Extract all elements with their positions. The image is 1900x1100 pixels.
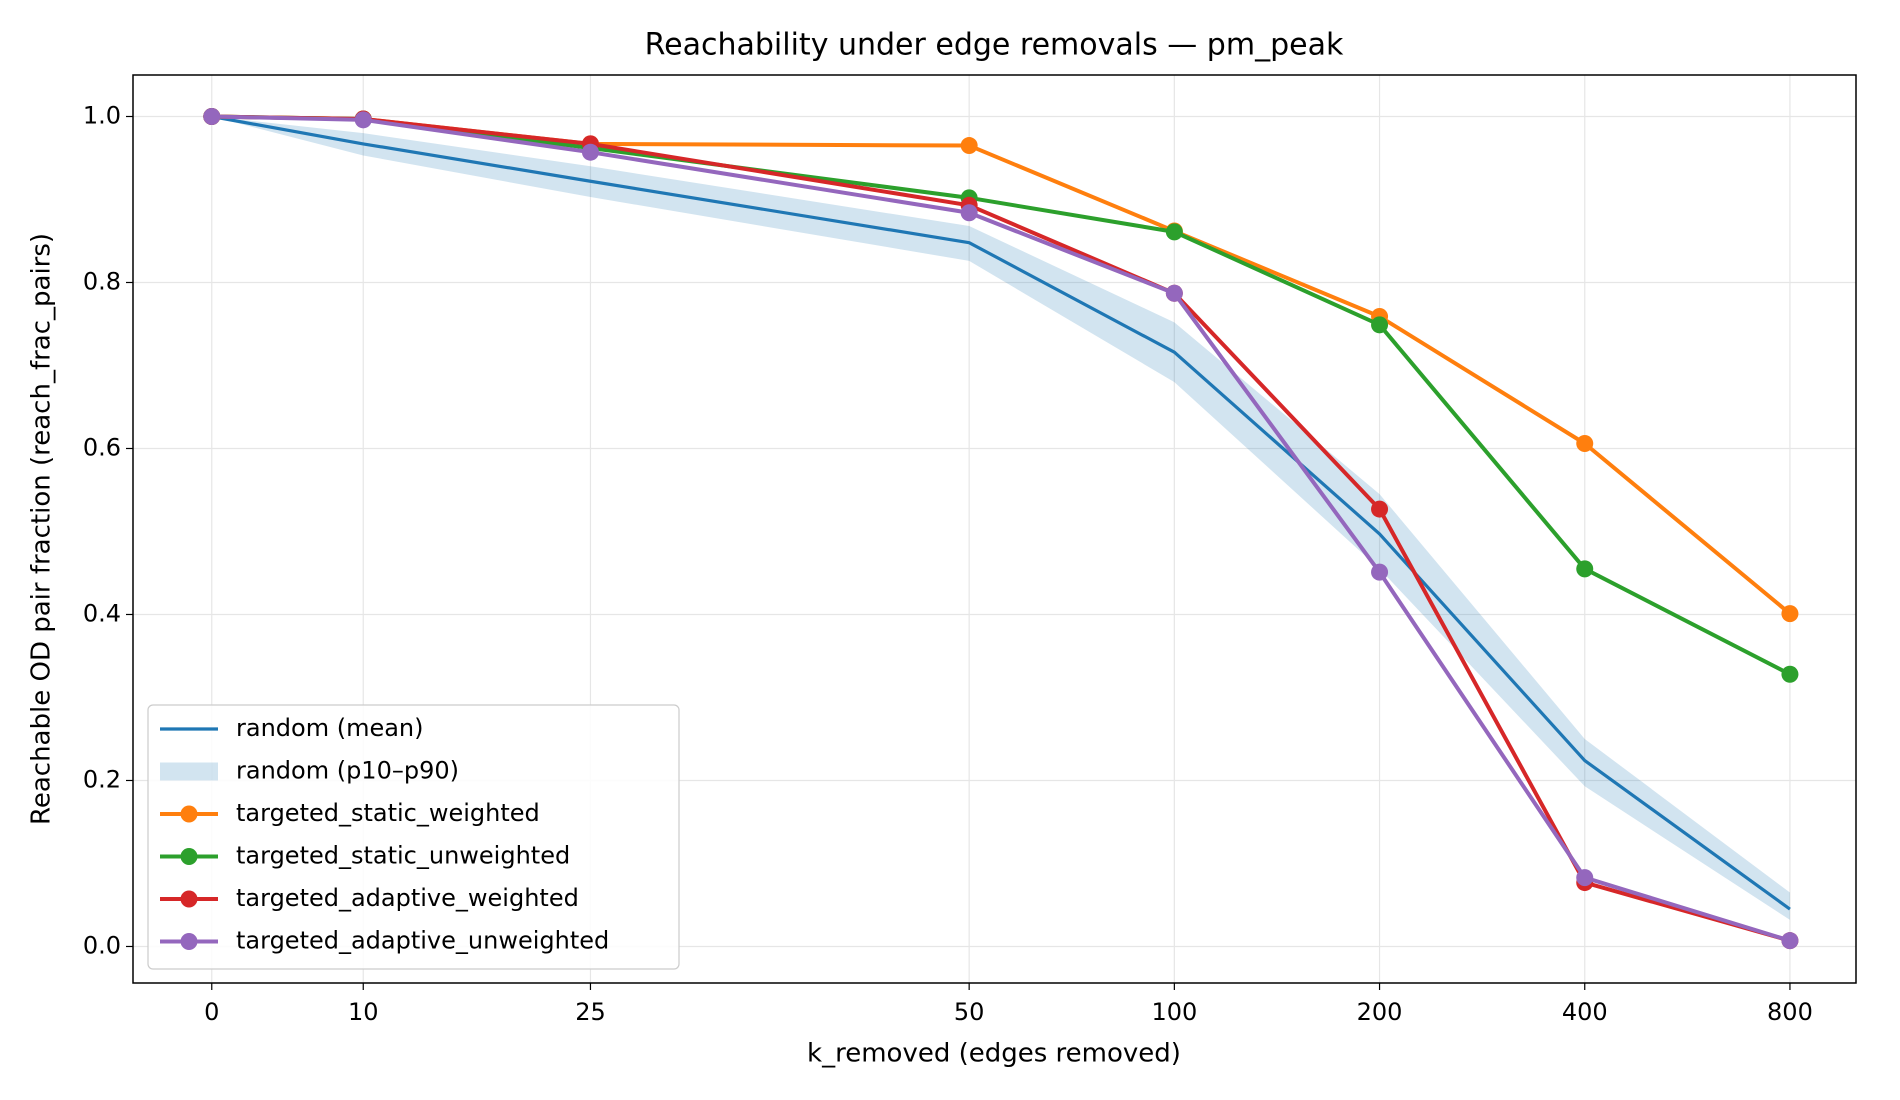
- x-tick-label: 800: [1767, 998, 1813, 1026]
- series-line: [211, 114, 1791, 943]
- y-tick-label: 1.0: [83, 101, 121, 129]
- point: [960, 204, 978, 222]
- legend-marker: [180, 848, 198, 865]
- x-tick-label: 400: [1562, 998, 1608, 1026]
- legend-marker: [180, 933, 198, 950]
- legend-label: targeted_adaptive_weighted: [236, 884, 579, 912]
- plot-frame: [132, 74, 1857, 984]
- legend-label: random (p10–p90): [236, 757, 459, 785]
- point: [1576, 560, 1594, 578]
- y-axis-label: Reachable OD pair fraction (reach_frac_p…: [27, 233, 57, 825]
- x-tick-label: 100: [1151, 998, 1197, 1026]
- point: [1371, 500, 1389, 518]
- legend-marker: [180, 890, 198, 908]
- x-tick-label: 50: [954, 998, 985, 1026]
- point: [1781, 665, 1799, 683]
- band-area: [211, 116, 1790, 920]
- point: [203, 107, 221, 125]
- point: [581, 143, 599, 161]
- point: [1576, 869, 1594, 887]
- legend-label: targeted_static_unweighted: [236, 842, 570, 870]
- y-tick-label: 0.0: [83, 931, 121, 959]
- y-tick-label: 0.2: [83, 765, 121, 793]
- x-tick-label: 25: [575, 998, 606, 1026]
- point: [1165, 223, 1183, 241]
- y-tick-label: 0.4: [83, 599, 121, 627]
- legend-label: targeted_static_weighted: [236, 799, 540, 827]
- point: [1576, 435, 1594, 453]
- series-line: [211, 114, 1791, 943]
- point: [1781, 932, 1799, 950]
- y-tick-label: 0.8: [83, 267, 121, 295]
- legend-box: [147, 704, 680, 970]
- legend: random (mean) random (p10–p90) targeted_st…: [147, 704, 680, 970]
- point: [1165, 284, 1183, 302]
- legend-label: targeted_adaptive_unweighted: [236, 927, 609, 955]
- point: [354, 111, 372, 129]
- point: [1371, 316, 1389, 334]
- point: [1781, 605, 1799, 623]
- legend-marker: [180, 805, 198, 823]
- chart-title: Reachability under edge removals — pm_pe…: [645, 28, 1344, 63]
- point: [1371, 563, 1389, 581]
- series-line: [211, 114, 1791, 911]
- x-tick-label: 0: [204, 998, 219, 1026]
- y-tick-label: 0.6: [83, 433, 121, 461]
- point: [960, 137, 978, 155]
- legend-swatch: [160, 762, 218, 781]
- legend-label: random (mean): [236, 714, 424, 742]
- x-tick-label: 10: [348, 998, 379, 1026]
- x-tick-label: 200: [1357, 998, 1403, 1026]
- x-axis-label: k_removed (edges removed): [807, 1039, 1181, 1069]
